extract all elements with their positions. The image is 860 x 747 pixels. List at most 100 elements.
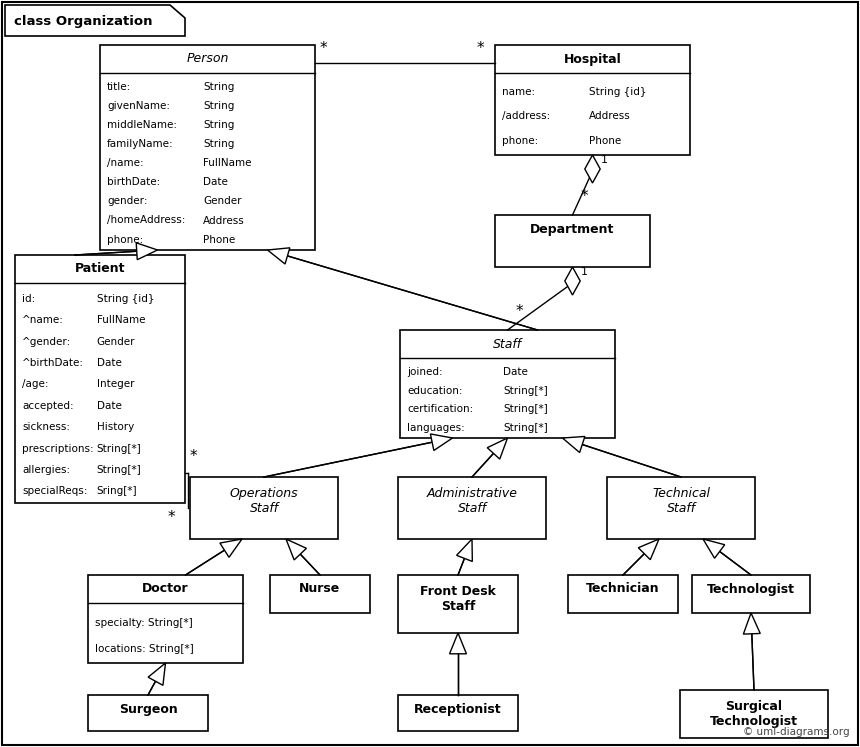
Text: Date: Date [96,358,121,368]
Text: gender:: gender: [107,196,148,206]
Text: Doctor: Doctor [142,583,189,595]
Text: Phone: Phone [203,235,236,244]
Polygon shape [450,633,466,654]
Text: sickness:: sickness: [22,422,70,433]
Text: Surgical
Technologist: Surgical Technologist [710,700,798,728]
Text: education:: education: [407,385,463,396]
Text: Date: Date [96,401,121,411]
Text: Patient: Patient [75,262,126,276]
Text: *: * [190,449,198,464]
Text: 1: 1 [600,155,607,165]
Bar [568,575,678,613]
Polygon shape [5,5,185,36]
Text: Receptionist: Receptionist [415,702,502,716]
Bar [680,690,828,738]
Text: ^gender:: ^gender: [22,337,71,347]
Text: Gender: Gender [96,337,135,347]
Text: String[*]: String[*] [96,444,141,453]
Polygon shape [267,248,290,264]
Text: specialty: String[*]: specialty: String[*] [95,618,193,627]
Text: phone:: phone: [502,137,538,146]
Text: familyName:: familyName: [107,140,174,149]
Text: Technician: Technician [587,583,660,595]
Polygon shape [743,613,760,634]
Bar [270,575,370,613]
Text: /homeAddress:: /homeAddress: [107,215,186,226]
Text: Surgeon: Surgeon [119,702,177,716]
Bar [607,477,755,539]
Text: String[*]: String[*] [96,465,141,475]
Polygon shape [585,155,600,183]
Bar [100,45,315,250]
Polygon shape [488,438,507,459]
Text: ^name:: ^name: [22,315,64,326]
Text: Department: Department [531,223,615,235]
Text: accepted:: accepted: [22,401,74,411]
Text: Administrative
Staff: Administrative Staff [427,487,518,515]
Text: String[*]: String[*] [503,423,548,433]
Text: title:: title: [107,82,132,93]
Text: Phone: Phone [588,137,621,146]
Text: 1: 1 [580,267,587,277]
Text: joined:: joined: [407,367,443,377]
Text: *: * [580,189,588,204]
Text: Address: Address [203,215,245,226]
Text: languages:: languages: [407,423,464,433]
Polygon shape [148,663,165,685]
Bar [495,215,650,267]
Text: id:: id: [22,294,35,304]
Text: Sring[*]: Sring[*] [96,486,138,496]
Text: String {id}: String {id} [588,87,646,96]
Text: Integer: Integer [96,379,134,389]
Bar [398,575,518,633]
Text: Nurse: Nurse [299,583,341,595]
Text: Person: Person [187,52,229,66]
Text: locations: String[*]: locations: String[*] [95,644,194,654]
Text: givenName:: givenName: [107,102,170,111]
Text: String[*]: String[*] [503,385,548,396]
Bar [400,330,615,438]
Text: Front Desk
Staff: Front Desk Staff [420,585,496,613]
Text: FullName: FullName [203,158,252,168]
Text: /age:: /age: [22,379,48,389]
Text: Gender: Gender [203,196,242,206]
Polygon shape [457,539,472,562]
Text: certification:: certification: [407,404,473,414]
Text: History: History [96,422,134,433]
Bar [495,45,690,155]
Polygon shape [638,539,659,560]
Text: String[*]: String[*] [503,404,548,414]
Text: prescriptions:: prescriptions: [22,444,94,453]
Text: *: * [168,510,175,525]
Bar [692,575,810,613]
Polygon shape [220,539,242,557]
Text: Date: Date [203,178,228,187]
Text: *: * [320,41,328,56]
Bar [88,695,208,731]
Text: /address:: /address: [502,111,550,122]
Text: Address: Address [588,111,630,122]
Text: birthDate:: birthDate: [107,178,160,187]
Polygon shape [562,436,585,453]
Text: Date: Date [503,367,528,377]
Polygon shape [286,539,306,560]
Text: String {id}: String {id} [96,294,154,304]
Bar [190,477,338,539]
Text: phone:: phone: [107,235,144,244]
Text: /name:: /name: [107,158,144,168]
Polygon shape [430,434,452,450]
Text: Technical
Staff: Technical Staff [652,487,710,515]
Text: specialReqs:: specialReqs: [22,486,88,496]
Text: String: String [203,120,235,130]
Polygon shape [703,539,725,558]
Text: class Organization: class Organization [14,16,152,28]
Text: name:: name: [502,87,535,96]
Text: FullName: FullName [96,315,145,326]
Bar [398,477,546,539]
Text: Hospital: Hospital [563,52,622,66]
Text: Technologist: Technologist [707,583,795,595]
Text: String: String [203,102,235,111]
Text: © uml-diagrams.org: © uml-diagrams.org [743,727,850,737]
Polygon shape [565,267,580,295]
Text: *: * [515,304,523,319]
